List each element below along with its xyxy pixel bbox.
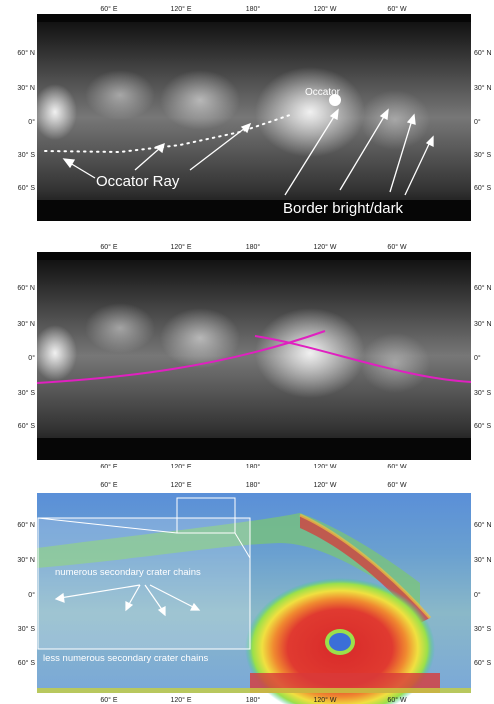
occator-label: Occator bbox=[305, 87, 341, 98]
lon-tick: 60° W bbox=[387, 463, 407, 468]
lon-tick: 60° E bbox=[100, 243, 118, 251]
lon-tick: 180° bbox=[246, 463, 261, 468]
lat-tick: 0° bbox=[28, 354, 35, 362]
magenta-line-left bbox=[36, 330, 326, 384]
lat-tick: 60° N bbox=[474, 521, 492, 529]
lon-tick: 60° E bbox=[100, 696, 118, 704]
occator-center bbox=[329, 633, 351, 651]
numerous-chains-label: numerous secondary crater chains bbox=[55, 567, 201, 578]
lon-ticks-bottom-c: 60° E 120° E 180° 120° W 60° W bbox=[100, 696, 407, 704]
lat-tick: 30° N bbox=[17, 556, 35, 564]
lon-ticks-bottom-b: 60° E 120° E 180° 120° W 60° W bbox=[100, 463, 407, 468]
lon-tick: 180° bbox=[246, 696, 261, 704]
lat-tick: 60° S bbox=[18, 184, 36, 192]
lon-ticks-top-c: 60° E 120° E 180° 120° W 60° W bbox=[100, 481, 407, 489]
lon-tick: 60° W bbox=[387, 481, 407, 489]
lon-tick: 120° E bbox=[170, 243, 191, 251]
lat-tick: 30° N bbox=[17, 320, 35, 328]
lat-tick: 0° bbox=[28, 118, 35, 126]
lon-tick: 120° W bbox=[313, 5, 336, 13]
panel-c: numerous secondary crater chains less nu… bbox=[0, 473, 494, 704]
lat-tick: 60° S bbox=[474, 422, 492, 430]
lon-tick: 60° W bbox=[387, 243, 407, 251]
lon-tick: 120° E bbox=[170, 5, 191, 13]
lon-ticks-top-a: 60° E 120° E 180° 120° W 60° W bbox=[100, 5, 407, 13]
panel-b: 60° E 120° E 180° 120° W 60° W 60° E 120… bbox=[0, 238, 494, 468]
lon-tick: 60° W bbox=[387, 696, 407, 704]
lon-tick: 60° E bbox=[100, 463, 118, 468]
annotation-arrows-c bbox=[54, 584, 201, 617]
lat-tick: 60° N bbox=[17, 49, 35, 57]
lon-tick: 180° bbox=[246, 481, 261, 489]
lat-tick: 0° bbox=[28, 591, 35, 599]
lat-ticks-left-c: 60° N 30° N 0° 30° S 60° S bbox=[17, 521, 35, 667]
annotation-arrows-a bbox=[62, 108, 434, 196]
lon-tick: 180° bbox=[246, 243, 261, 251]
lat-tick: 0° bbox=[474, 118, 481, 126]
lat-tick: 30° S bbox=[18, 151, 36, 159]
lat-ticks-right-a: 60° N 30° N 0° 30° S 60° S bbox=[474, 49, 492, 192]
lat-tick: 60° N bbox=[474, 49, 492, 57]
lat-tick: 60° N bbox=[17, 284, 35, 292]
lon-tick: 120° W bbox=[313, 463, 336, 468]
lon-ticks-top-b: 60° E 120° E 180° 120° W 60° W bbox=[100, 243, 407, 251]
lat-tick: 30° S bbox=[18, 625, 36, 633]
lat-tick: 60° S bbox=[474, 659, 492, 667]
lon-tick: 60° W bbox=[387, 5, 407, 13]
less-numerous-chains-label: less numerous secondary crater chains bbox=[43, 653, 209, 664]
lon-tick: 120° E bbox=[170, 481, 191, 489]
panel-c-svg: numerous secondary crater chains less nu… bbox=[17, 481, 492, 704]
lat-tick: 30° S bbox=[474, 625, 492, 633]
lat-ticks-right-b: 60° N 30° N 0° 30° S 60° S bbox=[474, 284, 492, 430]
lat-tick: 60° N bbox=[17, 521, 35, 529]
lat-tick: 60° S bbox=[474, 184, 492, 192]
lon-tick: 120° W bbox=[313, 243, 336, 251]
panel-a-svg: 60° E 120° E 180° 120° W 60° W 60° N 30°… bbox=[17, 5, 492, 221]
lon-tick: 120° E bbox=[170, 463, 191, 468]
lon-tick: 60° E bbox=[100, 5, 118, 13]
chains-box bbox=[37, 517, 251, 650]
lat-tick: 30° S bbox=[18, 389, 36, 397]
lon-tick: 180° bbox=[246, 5, 261, 13]
lat-ticks-right-c: 60° N 30° N 0° 30° S 60° S bbox=[474, 521, 492, 667]
lat-ticks-left-b: 60° N 30° N 0° 30° S 60° S bbox=[17, 284, 35, 430]
lat-tick: 30° N bbox=[474, 320, 492, 328]
occator-crater bbox=[329, 94, 341, 106]
magenta-line-right bbox=[254, 335, 472, 383]
zoom-box bbox=[176, 497, 236, 534]
lat-tick: 30° N bbox=[474, 556, 492, 564]
lon-tick: 120° E bbox=[170, 696, 191, 704]
lat-tick: 30° S bbox=[474, 389, 492, 397]
lat-tick: 60° N bbox=[474, 284, 492, 292]
lon-tick: 120° W bbox=[313, 696, 336, 704]
border-label: Border bright/dark bbox=[283, 200, 404, 217]
lat-tick: 30° S bbox=[474, 151, 492, 159]
lat-ticks-left-a: 60° N 30° N 0° 30° S 60° S bbox=[17, 49, 35, 192]
lat-tick: 30° N bbox=[474, 84, 492, 92]
occator-ray-line bbox=[44, 114, 291, 154]
occator-ray-label: Occator Ray bbox=[96, 173, 180, 190]
lat-tick: 60° S bbox=[18, 422, 36, 430]
lon-tick: 120° W bbox=[313, 481, 336, 489]
lat-tick: 60° S bbox=[18, 659, 36, 667]
panel-b-svg: 60° E 120° E 180° 120° W 60° W 60° E 120… bbox=[17, 243, 492, 468]
lat-tick: 0° bbox=[474, 354, 481, 362]
lon-tick: 60° E bbox=[100, 481, 118, 489]
panel-a: 60° E 120° E 180° 120° W 60° W 60° N 30°… bbox=[0, 0, 494, 233]
lat-tick: 0° bbox=[474, 591, 481, 599]
lat-tick: 30° N bbox=[17, 84, 35, 92]
